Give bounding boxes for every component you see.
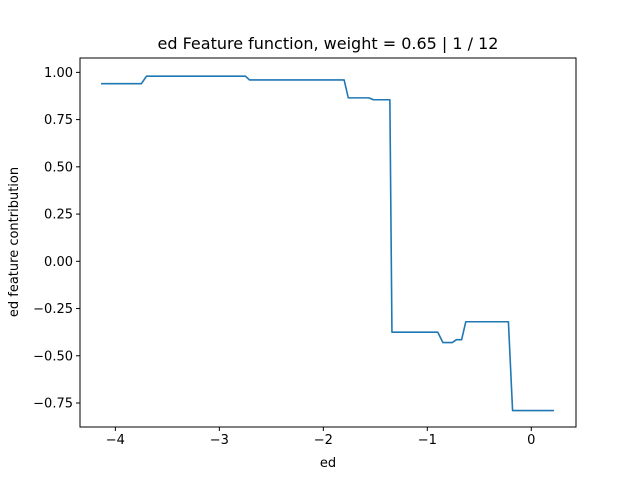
series-layer <box>101 75 554 412</box>
y-tick-label: 1.00 <box>44 66 73 81</box>
y-tick-label: −0.75 <box>33 397 73 412</box>
x-tick-label: −1 <box>418 433 437 448</box>
x-tick-label: −4 <box>106 433 125 448</box>
x-tick-label: 0 <box>527 433 535 448</box>
plot-area <box>80 58 576 427</box>
x-tick-label: −2 <box>314 433 333 448</box>
y-tick-label: −0.50 <box>33 349 73 364</box>
chart-title: ed Feature function, weight = 0.65 | 1 /… <box>158 34 499 53</box>
y-tick-label: 0.25 <box>44 208 73 223</box>
y-tick-label: −0.25 <box>33 302 73 317</box>
x-tick-label: −3 <box>210 433 229 448</box>
x-axis-label: ed <box>320 456 336 471</box>
y-axis-ticks: −0.75 −0.50 −0.25 0.00 0.25 0.50 0.75 1.00 <box>33 66 80 412</box>
series-line <box>101 75 554 412</box>
y-axis-label: ed feature contribution <box>7 167 22 317</box>
y-tick-label: 0.00 <box>44 255 73 270</box>
y-tick-label: 0.75 <box>44 113 73 128</box>
y-tick-label: 0.50 <box>44 160 73 175</box>
plot-frame <box>79 57 577 428</box>
x-axis-ticks: −4 −3 −2 −1 0 <box>106 427 535 448</box>
